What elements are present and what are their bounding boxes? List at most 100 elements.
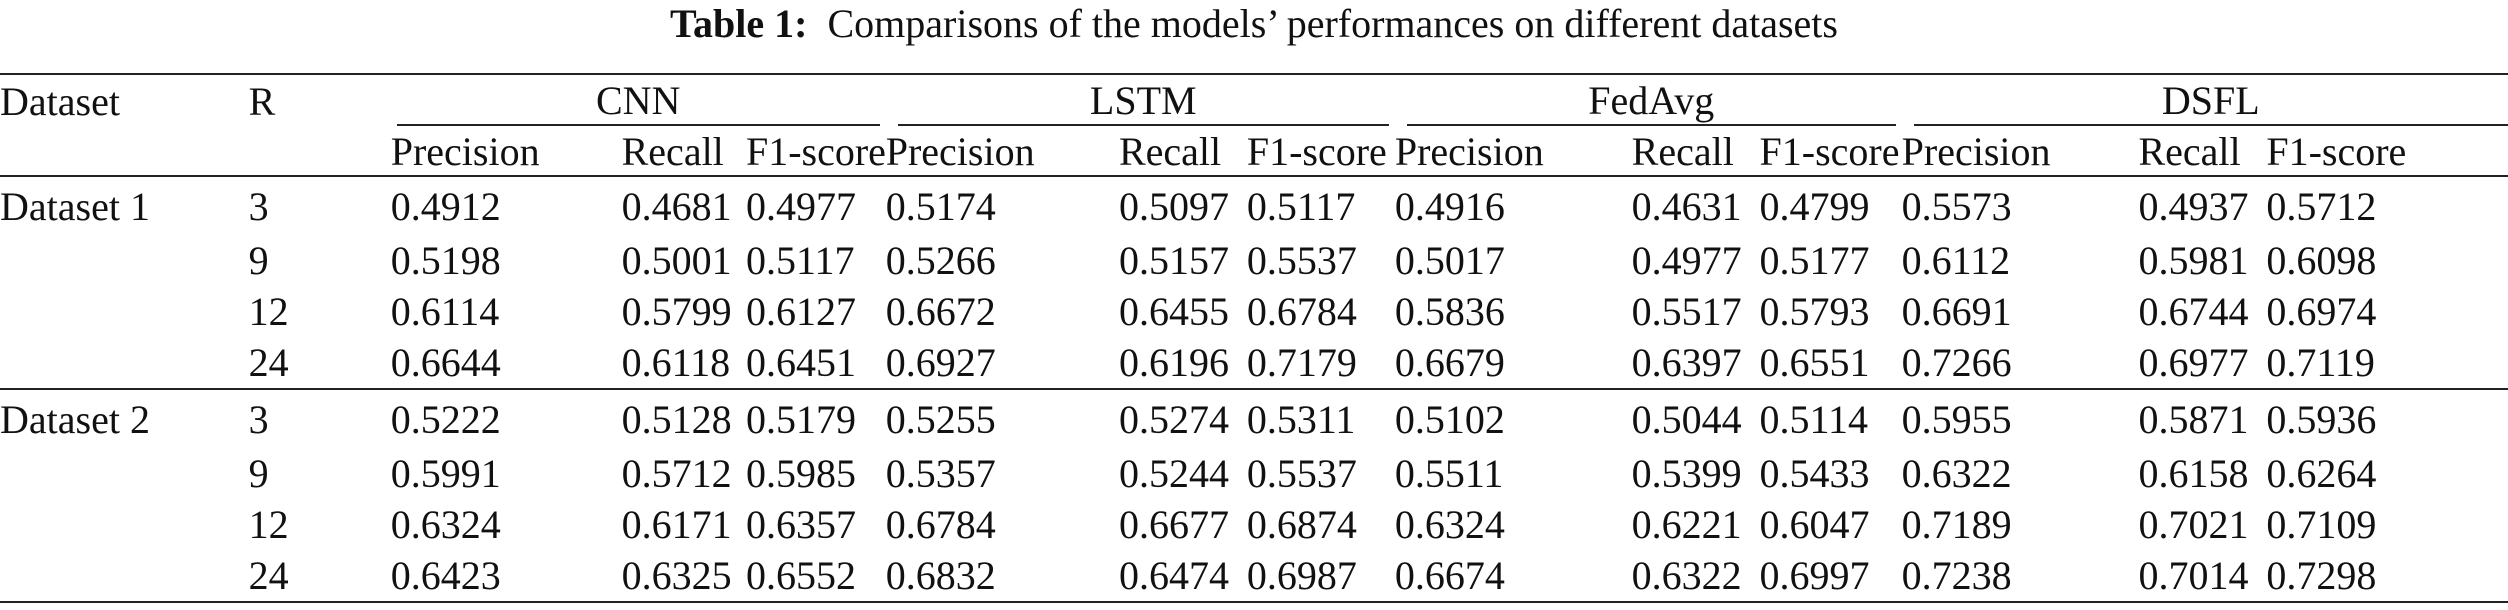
cell-fedavg-2: 0.5793 bbox=[1759, 289, 1870, 334]
table-caption: Table 1: Comparisons of the models’ perf… bbox=[0, 2, 2508, 46]
header-r: R bbox=[248, 78, 276, 124]
cell-dsfl-1: 0.5981 bbox=[2138, 238, 2249, 283]
cell-dsfl-1: 0.6744 bbox=[2138, 289, 2249, 334]
table-row: 9 0.5991 0.5712 0.5985 0.5357 0.5244 0.5537 0.5… bbox=[0, 448, 2508, 499]
header-metric-lstm-2: F1-score bbox=[1246, 128, 1387, 174]
cell-dsfl-0: 0.7189 bbox=[1901, 502, 2012, 547]
cell-cnn-1: 0.6118 bbox=[621, 340, 731, 385]
header-model-fedavg: FedAvg bbox=[1395, 74, 1902, 127]
header-metric-lstm-1: Recall bbox=[1118, 128, 1222, 174]
r-value: 3 bbox=[248, 183, 269, 229]
cell-fedavg-1: 0.6322 bbox=[1631, 553, 1742, 598]
cell-lstm-0: 0.6927 bbox=[885, 340, 996, 385]
header-model-lstm: LSTM bbox=[886, 74, 1395, 127]
cell-fedavg-1: 0.6397 bbox=[1631, 340, 1742, 385]
header-metric-dsfl-2: F1-score bbox=[2266, 128, 2407, 174]
header-metric-cnn-2: F1-score bbox=[745, 128, 886, 174]
table-row: 9 0.5198 0.5001 0.5117 0.5266 0.5157 0.5537 0.5… bbox=[0, 235, 2508, 286]
dataset-label: Dataset 2 bbox=[0, 396, 150, 442]
cell-lstm-2: 0.5311 bbox=[1246, 396, 1356, 442]
cell-cnn-0: 0.5222 bbox=[390, 396, 501, 442]
cell-dsfl-1: 0.6977 bbox=[2138, 340, 2249, 385]
cell-cnn-1: 0.5799 bbox=[621, 289, 732, 334]
cell-cnn-0: 0.6324 bbox=[390, 502, 501, 547]
cell-fedavg-1: 0.5517 bbox=[1631, 289, 1742, 334]
cell-cnn-2: 0.5117 bbox=[745, 238, 855, 283]
cell-dsfl-2: 0.5712 bbox=[2266, 183, 2377, 229]
dataset-label bbox=[0, 337, 249, 389]
cell-cnn-1: 0.5712 bbox=[621, 451, 732, 496]
cell-fedavg-2: 0.6997 bbox=[1759, 553, 1870, 598]
cell-dsfl-2: 0.7109 bbox=[2266, 502, 2377, 547]
cell-cnn-0: 0.5198 bbox=[390, 238, 501, 283]
cell-fedavg-0: 0.5511 bbox=[1394, 451, 1504, 496]
cell-lstm-2: 0.7179 bbox=[1246, 340, 1357, 385]
cell-dsfl-0: 0.6322 bbox=[1901, 451, 2012, 496]
cell-fedavg-2: 0.5114 bbox=[1759, 396, 1869, 442]
table-row: 12 0.6324 0.6171 0.6357 0.6784 0.6677 0.6874 0.… bbox=[0, 499, 2508, 550]
cell-lstm-2: 0.5537 bbox=[1246, 238, 1357, 283]
cell-fedavg-0: 0.5017 bbox=[1394, 238, 1505, 283]
cell-fedavg-2: 0.6047 bbox=[1759, 502, 1870, 547]
cell-cnn-2: 0.5179 bbox=[745, 396, 856, 442]
header-metric-fedavg-0: Precision bbox=[1394, 128, 1544, 174]
cell-lstm-2: 0.6874 bbox=[1246, 502, 1357, 547]
cell-fedavg-0: 0.5102 bbox=[1394, 396, 1505, 442]
cell-lstm-0: 0.6672 bbox=[885, 289, 996, 334]
cell-dsfl-2: 0.6264 bbox=[2266, 451, 2377, 496]
cell-lstm-1: 0.6474 bbox=[1118, 553, 1229, 598]
header-metric-fedavg-1: Recall bbox=[1631, 128, 1734, 174]
table-row: 12 0.6114 0.5799 0.6127 0.6672 0.6455 0.6784 0.… bbox=[0, 286, 2508, 337]
cell-dsfl-1: 0.4937 bbox=[2138, 183, 2249, 229]
cell-lstm-2: 0.6784 bbox=[1246, 289, 1357, 334]
cell-cnn-2: 0.6127 bbox=[745, 289, 856, 334]
cell-lstm-1: 0.5097 bbox=[1118, 183, 1229, 229]
header-row-metrics: Precision Recall F1-score Precision Recall F1… bbox=[0, 127, 2508, 176]
table-row: Dataset 1 3 0.4912 0.4681 0.4977 0.5174 0.5097… bbox=[0, 176, 2508, 235]
cell-fedavg-1: 0.5044 bbox=[1631, 396, 1742, 442]
r-value: 9 bbox=[248, 238, 269, 283]
cell-cnn-1: 0.6325 bbox=[621, 553, 732, 598]
cell-fedavg-1: 0.6221 bbox=[1631, 502, 1742, 547]
r-value: 3 bbox=[248, 396, 269, 442]
table-row: 24 0.6423 0.6325 0.6552 0.6832 0.6474 0.6987 0.… bbox=[0, 550, 2508, 602]
cell-lstm-1: 0.6196 bbox=[1118, 340, 1229, 385]
cell-dsfl-2: 0.6098 bbox=[2266, 238, 2377, 283]
header-metric-lstm-0: Precision bbox=[885, 128, 1035, 174]
cell-fedavg-1: 0.4631 bbox=[1631, 183, 1742, 229]
header-metric-dsfl-1: Recall bbox=[2138, 128, 2241, 174]
cell-cnn-2: 0.6552 bbox=[745, 553, 856, 598]
dataset-label bbox=[0, 499, 249, 550]
cell-lstm-1: 0.6677 bbox=[1118, 502, 1229, 547]
cell-lstm-0: 0.5174 bbox=[885, 183, 996, 229]
cell-dsfl-0: 0.6112 bbox=[1901, 238, 2011, 283]
cell-fedavg-2: 0.6551 bbox=[1759, 340, 1870, 385]
cell-cnn-2: 0.6451 bbox=[745, 340, 856, 385]
cell-lstm-2: 0.5117 bbox=[1246, 183, 1356, 229]
cell-dsfl-1: 0.6158 bbox=[2138, 451, 2249, 496]
header-metric-cnn-0: Precision bbox=[390, 128, 540, 174]
cell-cnn-0: 0.6114 bbox=[390, 289, 500, 334]
cell-dsfl-0: 0.7266 bbox=[1901, 340, 2012, 385]
cell-dsfl-1: 0.7014 bbox=[2138, 553, 2249, 598]
cell-dsfl-1: 0.7021 bbox=[2138, 502, 2249, 547]
cell-lstm-2: 0.5537 bbox=[1246, 451, 1357, 496]
cell-lstm-1: 0.5157 bbox=[1118, 238, 1229, 283]
cell-fedavg-2: 0.4799 bbox=[1759, 183, 1870, 229]
dataset-label bbox=[0, 448, 249, 499]
cell-cnn-1: 0.4681 bbox=[621, 183, 732, 229]
cell-cnn-1: 0.6171 bbox=[621, 502, 732, 547]
cell-cnn-1: 0.5001 bbox=[621, 238, 732, 283]
cell-fedavg-1: 0.5399 bbox=[1631, 451, 1742, 496]
r-value: 12 bbox=[248, 289, 289, 334]
cell-cnn-2: 0.6357 bbox=[745, 502, 856, 547]
cell-fedavg-1: 0.4977 bbox=[1631, 238, 1742, 283]
r-value: 12 bbox=[248, 502, 289, 547]
cell-cnn-0: 0.4912 bbox=[390, 183, 501, 229]
header-metric-dsfl-0: Precision bbox=[1901, 128, 2051, 174]
cell-lstm-2: 0.6987 bbox=[1246, 553, 1357, 598]
r-value: 24 bbox=[248, 553, 289, 598]
cell-lstm-0: 0.5266 bbox=[885, 238, 996, 283]
cell-lstm-0: 0.5357 bbox=[885, 451, 996, 496]
cell-dsfl-0: 0.7238 bbox=[1901, 553, 2012, 598]
